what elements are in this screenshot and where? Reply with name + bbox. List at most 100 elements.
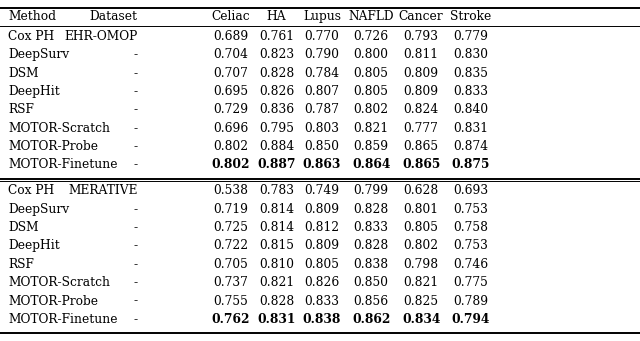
Text: -: - (134, 103, 138, 116)
Text: 0.726: 0.726 (354, 30, 388, 43)
Text: -: - (134, 276, 138, 289)
Text: NAFLD: NAFLD (348, 10, 394, 23)
Text: -: - (134, 239, 138, 252)
Text: -: - (134, 203, 138, 216)
Text: 0.862: 0.862 (352, 313, 390, 326)
Text: 0.793: 0.793 (404, 30, 438, 43)
Text: Dataset: Dataset (90, 10, 138, 23)
Text: EHR-OMOP: EHR-OMOP (65, 30, 138, 43)
Text: DeepHit: DeepHit (8, 239, 60, 252)
Text: 0.749: 0.749 (305, 184, 339, 197)
Text: 0.758: 0.758 (453, 221, 488, 234)
Text: 0.777: 0.777 (404, 122, 438, 135)
Text: DSM: DSM (8, 67, 39, 80)
Text: 0.805: 0.805 (354, 85, 388, 98)
Text: 0.821: 0.821 (404, 276, 438, 289)
Text: 0.809: 0.809 (404, 67, 438, 80)
Text: DeepSurv: DeepSurv (8, 48, 70, 61)
Text: 0.838: 0.838 (303, 313, 341, 326)
Text: 0.874: 0.874 (453, 140, 488, 153)
Text: MOTOR-Scratch: MOTOR-Scratch (8, 122, 110, 135)
Text: -: - (134, 140, 138, 153)
Text: Method: Method (8, 10, 56, 23)
Text: 0.835: 0.835 (453, 67, 488, 80)
Text: -: - (134, 159, 138, 172)
Text: 0.856: 0.856 (354, 295, 388, 308)
Text: 0.753: 0.753 (453, 203, 488, 216)
Text: 0.821: 0.821 (259, 276, 294, 289)
Text: 0.775: 0.775 (453, 276, 488, 289)
Text: 0.887: 0.887 (257, 159, 296, 172)
Text: 0.704: 0.704 (213, 48, 248, 61)
Text: 0.864: 0.864 (352, 159, 390, 172)
Text: 0.809: 0.809 (305, 239, 339, 252)
Text: Celiac: Celiac (211, 10, 250, 23)
Text: -: - (134, 85, 138, 98)
Text: 0.859: 0.859 (354, 140, 388, 153)
Text: 0.705: 0.705 (213, 258, 248, 271)
Text: 0.810: 0.810 (259, 258, 294, 271)
Text: 0.795: 0.795 (259, 122, 294, 135)
Text: 0.834: 0.834 (402, 313, 440, 326)
Text: 0.707: 0.707 (213, 67, 248, 80)
Text: MOTOR-Finetune: MOTOR-Finetune (8, 313, 118, 326)
Text: MERATIVE: MERATIVE (68, 184, 138, 197)
Text: 0.825: 0.825 (404, 295, 438, 308)
Text: -: - (134, 313, 138, 326)
Text: 0.836: 0.836 (259, 103, 294, 116)
Text: 0.831: 0.831 (453, 122, 488, 135)
Text: Cancer: Cancer (399, 10, 444, 23)
Text: 0.805: 0.805 (305, 258, 339, 271)
Text: 0.770: 0.770 (305, 30, 339, 43)
Text: 0.803: 0.803 (305, 122, 339, 135)
Text: 0.753: 0.753 (453, 239, 488, 252)
Text: 0.794: 0.794 (451, 313, 490, 326)
Text: 0.725: 0.725 (213, 221, 248, 234)
Text: 0.719: 0.719 (213, 203, 248, 216)
Text: 0.811: 0.811 (404, 48, 438, 61)
Text: 0.696: 0.696 (212, 122, 248, 135)
Text: RSF: RSF (8, 103, 34, 116)
Text: Stroke: Stroke (450, 10, 491, 23)
Text: 0.538: 0.538 (213, 184, 248, 197)
Text: 0.801: 0.801 (404, 203, 438, 216)
Text: 0.865: 0.865 (404, 140, 438, 153)
Text: Cox PH: Cox PH (8, 30, 54, 43)
Text: DeepSurv: DeepSurv (8, 203, 70, 216)
Text: 0.809: 0.809 (404, 85, 438, 98)
Text: 0.812: 0.812 (305, 221, 339, 234)
Text: 0.628: 0.628 (403, 184, 439, 197)
Text: 0.833: 0.833 (305, 295, 339, 308)
Text: 0.821: 0.821 (354, 122, 388, 135)
Text: 0.831: 0.831 (257, 313, 296, 326)
Text: 0.729: 0.729 (213, 103, 248, 116)
Text: 0.799: 0.799 (354, 184, 388, 197)
Text: MOTOR-Scratch: MOTOR-Scratch (8, 276, 110, 289)
Text: -: - (134, 295, 138, 308)
Text: RSF: RSF (8, 258, 34, 271)
Text: -: - (134, 221, 138, 234)
Text: 0.802: 0.802 (211, 159, 250, 172)
Text: 0.802: 0.802 (354, 103, 388, 116)
Text: 0.722: 0.722 (213, 239, 248, 252)
Text: DeepHit: DeepHit (8, 85, 60, 98)
Text: 0.807: 0.807 (305, 85, 339, 98)
Text: 0.689: 0.689 (212, 30, 248, 43)
Text: -: - (134, 122, 138, 135)
Text: 0.823: 0.823 (259, 48, 294, 61)
Text: 0.826: 0.826 (304, 276, 340, 289)
Text: 0.761: 0.761 (259, 30, 294, 43)
Text: 0.802: 0.802 (404, 239, 438, 252)
Text: HA: HA (267, 10, 286, 23)
Text: 0.840: 0.840 (453, 103, 488, 116)
Text: 0.828: 0.828 (259, 295, 294, 308)
Text: 0.762: 0.762 (211, 313, 250, 326)
Text: 0.850: 0.850 (305, 140, 339, 153)
Text: 0.787: 0.787 (305, 103, 339, 116)
Text: Lupus: Lupus (303, 10, 341, 23)
Text: 0.783: 0.783 (259, 184, 294, 197)
Text: 0.826: 0.826 (259, 85, 294, 98)
Text: MOTOR-Finetune: MOTOR-Finetune (8, 159, 118, 172)
Text: DSM: DSM (8, 221, 39, 234)
Text: 0.746: 0.746 (453, 258, 488, 271)
